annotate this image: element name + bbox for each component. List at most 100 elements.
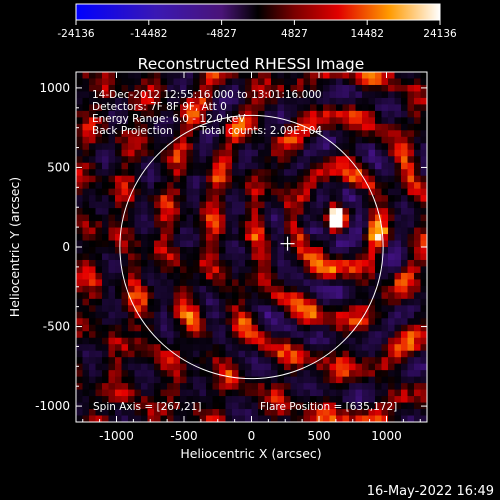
heatmap-cell — [394, 143, 402, 151]
heatmap-cell — [297, 117, 305, 125]
heatmap-cell — [128, 162, 136, 170]
heatmap-cell — [303, 376, 311, 384]
heatmap-cell — [212, 123, 220, 131]
heatmap-cell — [186, 182, 194, 190]
heatmap-cell — [193, 298, 201, 306]
heatmap-cell — [368, 182, 376, 190]
heatmap-cell — [160, 389, 168, 397]
heatmap-cell — [349, 357, 357, 365]
heatmap-cell — [180, 402, 188, 410]
heatmap-cell — [206, 234, 214, 242]
heatmap-cell — [147, 84, 155, 93]
heatmap-cell — [232, 78, 240, 86]
heatmap-cell — [336, 104, 344, 112]
heatmap-cell — [89, 84, 97, 93]
heatmap-cell — [375, 130, 383, 138]
heatmap-cell — [108, 396, 116, 404]
heatmap-cell — [303, 156, 311, 164]
heatmap-cell — [381, 409, 389, 417]
heatmap-cell — [115, 350, 123, 358]
heatmap-cell — [186, 201, 194, 209]
heatmap-cell — [232, 292, 240, 300]
heatmap-cell — [310, 136, 318, 144]
heatmap-cell — [173, 117, 181, 125]
heatmap-cell — [258, 117, 266, 125]
heatmap-cell — [173, 324, 181, 332]
heatmap-cell — [277, 84, 285, 93]
heatmap-cell — [82, 363, 90, 371]
heatmap-cell — [102, 272, 110, 281]
heatmap-cell — [323, 279, 331, 287]
heatmap-cell — [394, 123, 402, 131]
heatmap-cell — [303, 130, 311, 138]
heatmap-cell — [128, 143, 136, 151]
heatmap-cell — [342, 266, 350, 274]
heatmap-cell — [167, 123, 175, 131]
heatmap-cell — [303, 175, 311, 183]
heatmap-cell — [407, 149, 415, 157]
heatmap-cell — [173, 214, 181, 222]
heatmap-cell — [375, 72, 383, 80]
heatmap-cell — [76, 208, 84, 216]
heatmap-cell — [225, 84, 233, 93]
colorbar-tick-label: 4827 — [281, 28, 308, 40]
heatmap-cell — [141, 149, 149, 157]
heatmap-cell — [414, 292, 422, 300]
heatmap-cell — [134, 415, 142, 422]
heatmap-cell — [154, 175, 162, 183]
heatmap-cell — [167, 84, 175, 93]
heatmap-cell — [368, 175, 376, 183]
heatmap-cell — [264, 175, 272, 183]
heatmap-cell — [180, 259, 188, 268]
heatmap-cell — [414, 104, 422, 112]
heatmap-cell — [414, 240, 422, 248]
heatmap-cell — [128, 292, 136, 300]
heatmap-cell — [89, 188, 97, 196]
heatmap-cell — [186, 123, 194, 131]
heatmap-cell — [206, 84, 214, 93]
heatmap-cell — [316, 182, 324, 190]
heatmap-cell — [310, 311, 318, 319]
heatmap-cell — [238, 298, 246, 306]
heatmap-cell — [193, 311, 201, 319]
heatmap-cell — [102, 344, 110, 352]
heatmap-cell — [375, 415, 383, 422]
heatmap-cell — [245, 396, 253, 404]
heatmap-cell — [342, 415, 350, 422]
heatmap-cell — [232, 337, 240, 345]
x-tick-label: 0 — [248, 429, 256, 443]
heatmap-cell — [407, 409, 415, 417]
heatmap-cell — [128, 318, 136, 326]
heatmap-cell — [342, 104, 350, 112]
heatmap-cell — [258, 78, 266, 86]
heatmap-cell — [219, 214, 227, 222]
heatmap-cell — [82, 97, 90, 106]
heatmap-cell — [95, 324, 103, 332]
heatmap-cell — [173, 156, 181, 164]
heatmap-cell — [303, 409, 311, 417]
heatmap-cell — [89, 117, 97, 125]
heatmap-cell — [264, 272, 272, 281]
heatmap-cell — [141, 110, 149, 118]
heatmap-cell — [95, 344, 103, 352]
heatmap-cell — [336, 272, 344, 281]
heatmap-cell — [206, 253, 214, 261]
heatmap-cell — [303, 389, 311, 397]
heatmap-cell — [76, 78, 84, 86]
heatmap-cell — [121, 214, 129, 222]
heatmap-cell — [316, 117, 324, 125]
heatmap-cell — [160, 78, 168, 86]
heatmap-cell — [381, 247, 389, 255]
heatmap-cell — [394, 285, 402, 293]
heatmap-cell — [147, 240, 155, 248]
heatmap-cell — [121, 363, 129, 371]
heatmap-cell — [115, 221, 123, 229]
heatmap-cell — [199, 331, 207, 339]
heatmap-cell — [375, 247, 383, 255]
heatmap-cell — [160, 136, 168, 144]
heatmap-cell — [128, 240, 136, 248]
heatmap-cell — [147, 409, 155, 417]
heatmap-cell — [290, 396, 298, 404]
heatmap-cell — [284, 409, 292, 417]
colorbar-tick-label: -24136 — [57, 28, 95, 40]
